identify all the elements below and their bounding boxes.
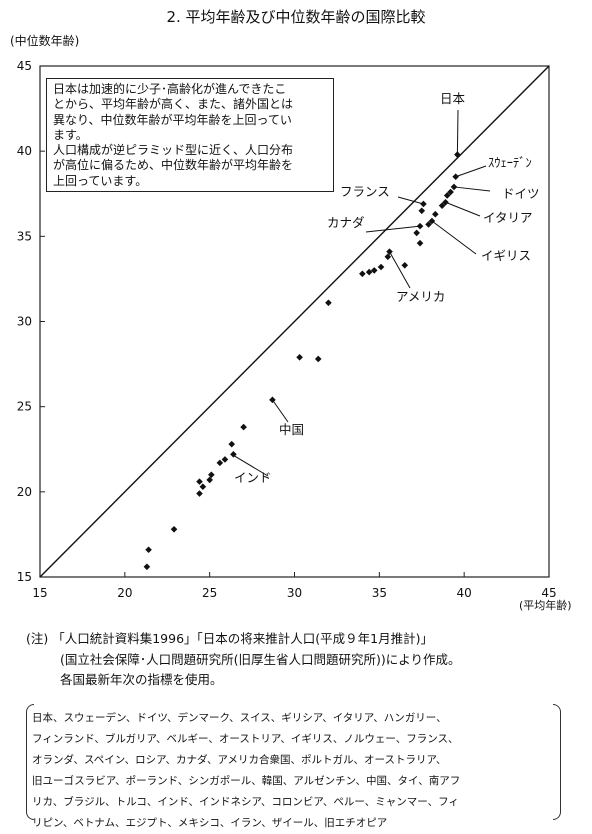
data-point	[370, 267, 378, 274]
source-note-3: 各国最新年次の指標を使用。	[60, 672, 223, 687]
x-tick-label: 25	[202, 586, 217, 600]
country-list-line: オランダ、スペイン、ロシア、カナダ、アメリカ合衆国、ポルトガル、オーストラリア、	[32, 754, 447, 766]
callout-line: 日本は加速的に少子･高齢化が進んできたこ	[53, 82, 287, 96]
leader-line	[445, 201, 481, 217]
x-tick-label: 15	[32, 586, 47, 600]
data-point	[425, 221, 432, 228]
data-point	[365, 268, 373, 276]
x-axis-label: (平均年齢)	[519, 599, 572, 612]
data-point	[325, 299, 332, 307]
y-tick-label: 20	[17, 485, 32, 499]
data-point	[377, 263, 385, 271]
data-point	[196, 490, 203, 497]
leader-line	[365, 225, 421, 233]
leader-line	[397, 196, 424, 205]
chart-title: 2. 平均年齢及び中位数年齢の国際比較	[166, 8, 426, 26]
data-point	[145, 546, 152, 554]
country-list-line: リピン、ベトナム、エジプト、メキシコ、イラン、ザイール、旧エチオピア	[32, 817, 388, 829]
country-list-line: 日本、スウェーデン、ドイツ、デンマーク、スイス、ギリシア、イタリア、ハンガリー、	[32, 712, 447, 724]
data-point	[438, 202, 446, 209]
leader-line	[453, 186, 491, 192]
country-list-line: リカ、ブラジル、トルコ、インド、インドネシア、コロンビア、ペルー、ミャンマー、フ…	[32, 796, 459, 808]
data-point	[443, 192, 451, 199]
leader-line	[389, 251, 411, 289]
reference-line-layer	[39, 65, 550, 578]
annotation-label: 日本	[440, 91, 466, 106]
x-tick-label: 30	[287, 586, 302, 600]
leader-line	[431, 220, 477, 255]
callout-box: 日本は加速的に少子･高齢化が進んできたこ とから、平均年齢が高く、また、諸外国と…	[46, 78, 334, 192]
leader-line	[272, 399, 289, 423]
data-point	[143, 563, 151, 571]
annotation-label: カナダ	[327, 215, 365, 230]
callout-line: 上回っています。	[53, 173, 148, 188]
callout-line: 異なり、中位数年齢が平均年齢を上回ってい	[53, 112, 292, 127]
data-point	[240, 423, 247, 431]
annotation-label: フランス	[340, 184, 390, 199]
callout-line: が高位に偏るため、中位数年齢が平均年齢を	[53, 158, 294, 173]
leader-line	[455, 165, 487, 178]
callout-line: とから、平均年齢が高く、また、諸外国とは	[53, 97, 294, 112]
diagonal-reference-line	[39, 65, 550, 578]
annotation-label: ドイツ	[502, 186, 540, 201]
data-point	[170, 526, 178, 533]
country-list-line: 旧ユーゴスラビア、ポーランド、シンガポール、韓国、アルゼンチン、中国、タイ、南ア…	[32, 775, 461, 787]
data-point	[196, 478, 203, 485]
annotation-label: 中国	[279, 422, 304, 437]
data-point	[296, 353, 303, 361]
data-point	[432, 210, 439, 218]
data-point	[413, 229, 420, 237]
x-tick-label: 45	[541, 586, 556, 600]
leader-line	[456, 109, 459, 155]
data-point	[401, 261, 409, 269]
x-tick-label: 40	[457, 586, 472, 600]
y-tick-label: 40	[17, 144, 32, 158]
points-layer	[143, 151, 461, 571]
bracket-right	[553, 704, 561, 820]
annotation-label: インド	[234, 470, 272, 485]
y-axis-label: (中位数年齢)	[10, 34, 80, 48]
y-tick-label: 15	[17, 570, 32, 584]
annotation-label: イタリア	[483, 210, 533, 225]
source-note-1: (注) 「人口統計資料集1996」「日本の将来推計人口(平成９年1月推計)」	[26, 631, 433, 646]
data-point	[447, 188, 454, 196]
x-tick-label: 20	[117, 586, 132, 600]
y-tick-label: 25	[17, 400, 32, 414]
data-point	[314, 355, 322, 363]
y-tick-label: 35	[17, 229, 32, 243]
data-point	[206, 476, 213, 484]
data-point	[230, 451, 237, 458]
data-point	[416, 239, 424, 247]
data-point	[359, 270, 366, 278]
data-point	[228, 440, 236, 448]
y-tick-label: 45	[17, 59, 32, 73]
data-point	[418, 207, 426, 215]
annotation-label: ｽｳｪｰﾃﾞﾝ	[488, 155, 532, 170]
y-tick-label: 30	[17, 315, 32, 329]
data-point	[216, 459, 224, 467]
leader-lines-layer	[231, 109, 491, 477]
annotation-label: アメリカ	[396, 289, 445, 304]
callout-line: ます。	[53, 127, 88, 142]
data-point	[199, 483, 207, 491]
data-point	[384, 253, 392, 261]
x-tick-label: 35	[372, 586, 387, 600]
data-point	[221, 456, 229, 463]
annotation-label: イギリス	[481, 248, 531, 263]
data-point	[208, 471, 215, 479]
country-list: 日本、スウェーデン、ドイツ、デンマーク、スイス、ギリシア、イタリア、ハンガリー、…	[32, 708, 568, 834]
country-list-line: フィンランド、ブルガリア、ベルギー、オーストリア、イギリス、ノルウェー、フランス…	[32, 733, 459, 745]
leader-line	[231, 453, 269, 477]
callout-line: 人口構成が逆ピラミッド型に近く、人口分布	[53, 143, 294, 158]
source-note-2: (国立社会保障･人口問題研究所(旧厚生省人口問題研究所))により作成。	[60, 652, 461, 667]
